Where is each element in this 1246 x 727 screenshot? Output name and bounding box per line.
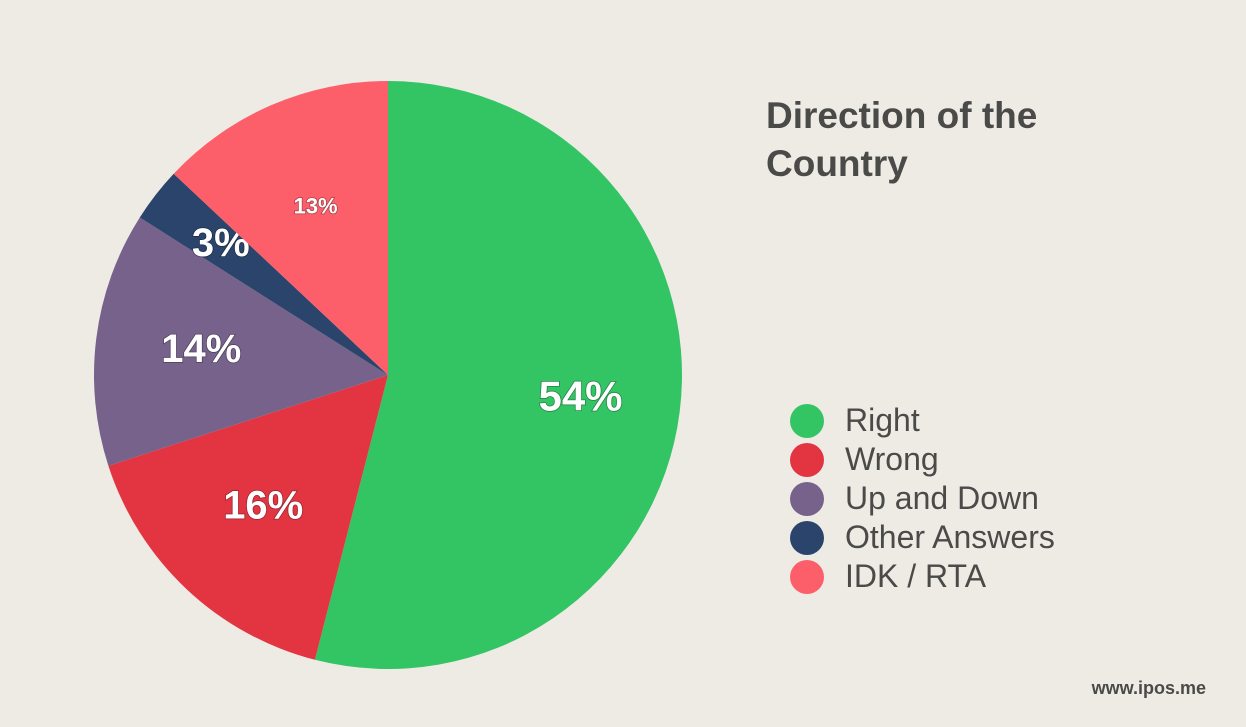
legend: Right Wrong Up and Down Other Answers ID… [790, 401, 1055, 596]
legend-label-up-and-down: Up and Down [845, 480, 1039, 516]
legend-label-idk-rta: IDK / RTA [845, 558, 987, 594]
legend-item-wrong: Wrong [790, 440, 1055, 479]
source-url: www.ipos.me [1091, 678, 1206, 698]
legend-swatch-right [790, 403, 824, 438]
legend-swatch-other-answers [790, 520, 824, 555]
legend-item-right: Right [790, 401, 1055, 440]
pie-slice-up-and-down [94, 217, 389, 466]
pie-slice-idk-rta [173, 81, 388, 375]
slice-label-right: 54% [538, 372, 622, 419]
pie-slice-wrong [108, 375, 389, 660]
legend-swatch-wrong [790, 442, 824, 477]
slice-label-other-answers: 3% [192, 221, 250, 265]
pie-slice-other-answers [139, 173, 388, 375]
legend-label-other-answers: Other Answers [845, 519, 1055, 555]
legend-item-other-answers: Other Answers [790, 518, 1055, 557]
legend-item-up-and-down: Up and Down [790, 479, 1055, 518]
legend-label-right: Right [845, 402, 920, 438]
legend-swatch-up-and-down [790, 481, 824, 516]
legend-swatch-idk-rta [790, 559, 824, 594]
legend-label-wrong: Wrong [845, 441, 939, 477]
slice-label-up-and-down: 14% [161, 327, 241, 371]
chart-title: Direction of the Country [766, 95, 1038, 184]
slice-label-wrong: 16% [223, 483, 303, 527]
legend-item-idk-rta: IDK / RTA [790, 557, 1055, 596]
slice-label-idk-rta: 13% [294, 194, 338, 219]
pie-slice-right [314, 81, 683, 669]
